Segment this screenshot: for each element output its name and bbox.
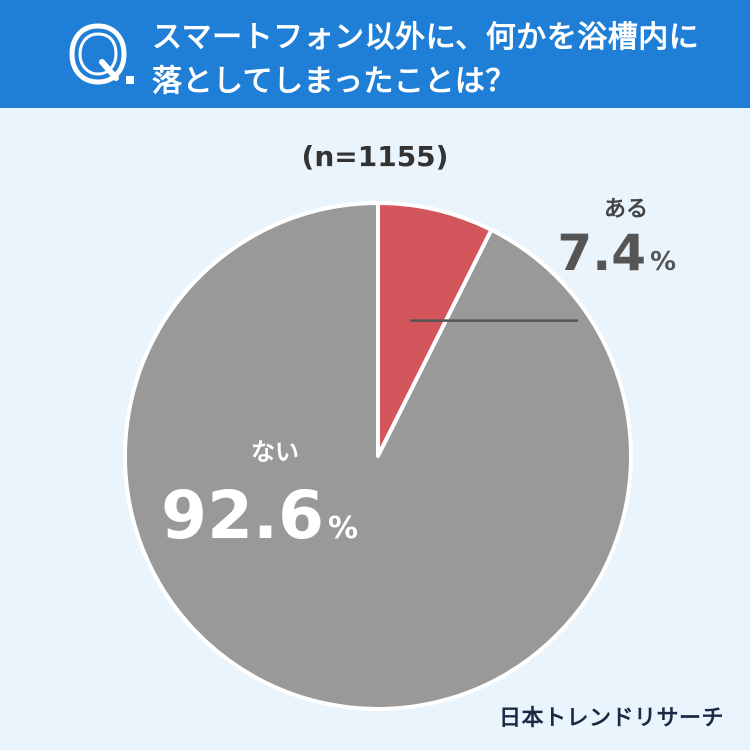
slice-label-no: ない <box>251 438 299 466</box>
slice-unit-yes: % <box>650 247 676 277</box>
question-banner: スマートフォン以外に、何かを浴槽内に 落としてしまったことは？ <box>0 0 750 108</box>
slice-value-yes: 7.4 <box>557 224 646 282</box>
question-line-1: スマートフォン以外に、何かを浴槽内に <box>152 20 700 55</box>
slice-value-no: 92.6 <box>161 477 324 554</box>
pie-slice-yes <box>376 201 494 458</box>
q-letter-icon <box>69 23 134 85</box>
pie-slice-no <box>123 201 633 711</box>
slice-label-yes: ある <box>604 197 648 222</box>
question-line-2: 落としてしまったことは？ <box>152 64 516 99</box>
sample-size: (n=1155) <box>301 140 449 173</box>
slice-unit-no: % <box>328 511 358 546</box>
brand-logo: 日本トレンドリサーチ <box>498 706 724 731</box>
question-text: スマートフォン以外に、何かを浴槽内に 落としてしまったことは？ <box>152 16 732 104</box>
